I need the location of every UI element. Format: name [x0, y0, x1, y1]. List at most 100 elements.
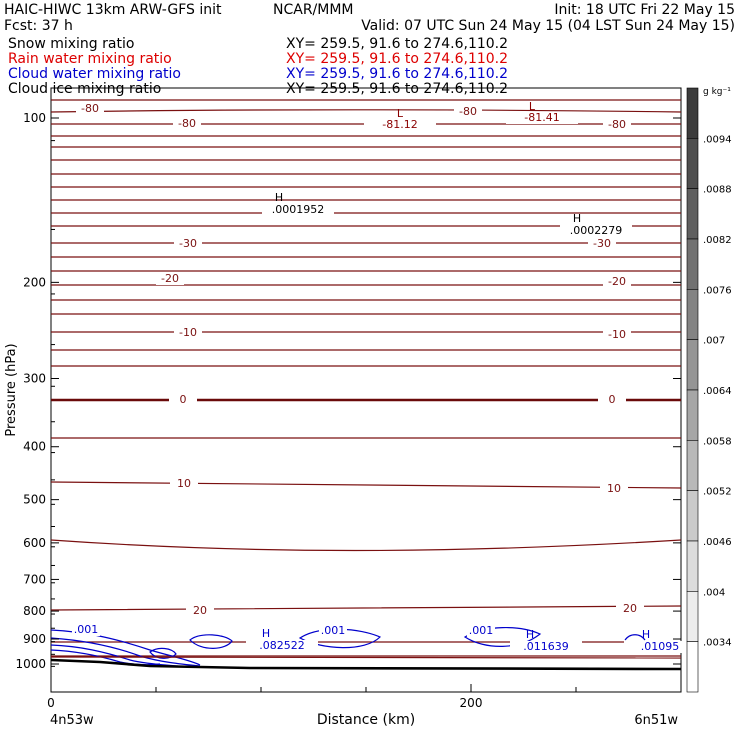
- extremum-value: .011639: [523, 640, 569, 653]
- isotherm-label-bg: [174, 327, 202, 339]
- isotherm-label: 0: [609, 393, 616, 406]
- isotherm-label: 10: [607, 482, 621, 495]
- colorbar-label: .0034: [703, 638, 732, 649]
- cloud-water-label: .001: [321, 624, 346, 637]
- isotherm-label-bg: [598, 394, 626, 406]
- colorbar-swatch: [686, 591, 699, 642]
- isotherm-label-bg: [454, 106, 482, 118]
- isotherm-label-bg: [588, 238, 616, 250]
- extremum-value: .082522: [259, 639, 305, 652]
- header-init: Init: 18 UTC Fri 22 May 15: [554, 2, 735, 18]
- colorbar-swatch: [686, 641, 699, 693]
- colorbar-label: .0082: [703, 235, 732, 246]
- cloud-water-label: .001: [74, 623, 99, 636]
- isotherm-label: -20: [608, 275, 626, 288]
- colorbar-swatch: [686, 188, 699, 240]
- extremum-bg: [246, 640, 318, 652]
- field-name-snow: Snow mixing ratio: [8, 36, 134, 52]
- isotherm-label-bg: [603, 119, 631, 131]
- colorbar-label: .0088: [703, 185, 732, 196]
- extremum-bg: [506, 112, 578, 124]
- colorbar-swatch: [686, 87, 699, 139]
- isotherm-label: 10: [177, 477, 191, 490]
- header-title: HAIC-HIWC 13km ARW-GFS init: [4, 2, 222, 18]
- isotherm-label: -10: [179, 326, 197, 339]
- header-fcst: Fcst: 37 h: [4, 18, 73, 34]
- isotherm-label: 0: [180, 393, 187, 406]
- terrain-line: [50, 656, 682, 671]
- terrain-surface-line: [50, 658, 682, 671]
- extremum-symbol: H: [573, 212, 581, 225]
- cloud-water-contour-2: [50, 644, 179, 667]
- isotherm-label: -10: [608, 328, 626, 341]
- extremum-value: -81.41: [524, 111, 559, 124]
- colorbar-label: .004: [703, 587, 725, 598]
- isotherm-label: -80: [459, 105, 477, 118]
- y-tick-label: 1000: [15, 657, 46, 671]
- y-tick-label: 100: [23, 111, 46, 125]
- field-xy-cloudice: XY= 259.5, 91.6 to 274.6,110.2: [286, 81, 508, 97]
- cloud-water-contour-4: [189, 634, 233, 649]
- extremum-value: .01095: [641, 640, 680, 653]
- isotherm-label-bg: [169, 394, 197, 406]
- y-tick-label: 200: [23, 275, 46, 289]
- isotherm-label-bg: [170, 478, 198, 490]
- colorbar-label: .0058: [703, 436, 732, 447]
- isotherm-label: -80: [178, 117, 196, 130]
- extremum-value: .0002279: [570, 224, 623, 237]
- field-xy-rain: XY= 259.5, 91.6 to 274.6,110.2: [286, 51, 508, 67]
- extremum-bg: [560, 225, 632, 237]
- extremum-bg: [624, 641, 696, 653]
- extremum-value: -81.12: [382, 118, 417, 131]
- y-tick-label: 500: [23, 493, 46, 507]
- cloud-water-contour-8: [624, 634, 646, 641]
- field-xy-cloudwater: XY= 259.5, 91.6 to 274.6,110.2: [286, 66, 508, 82]
- isotherm-label: -80: [608, 118, 626, 131]
- colorbar-swatch: [686, 389, 699, 441]
- colorbar-swatch: [686, 138, 699, 189]
- plot-frame: [50, 87, 682, 693]
- y-axis-label: Pressure (hPa): [4, 343, 19, 436]
- extremum-symbol: H: [526, 628, 534, 641]
- isotherm-line-23: [50, 539, 682, 552]
- isotherm-label: -30: [593, 237, 611, 250]
- isotherm-line-22: [50, 481, 682, 489]
- cloud-water-label: .001: [469, 624, 494, 637]
- y-tick-label: 300: [23, 372, 46, 386]
- x-endpoint-right: 6n51w: [634, 713, 678, 728]
- field-name-cloudwater: Cloud water mixing ratio: [8, 66, 181, 82]
- extremum-symbol: H: [642, 628, 650, 641]
- extremum-symbol: H: [262, 627, 270, 640]
- extremum-symbol: L: [397, 107, 404, 120]
- isotherm-label-bg: [616, 603, 644, 615]
- isotherm-label-bg: [600, 483, 628, 495]
- x-axis-label: Distance (km): [317, 712, 415, 728]
- isotherm-line-1: [50, 109, 682, 113]
- x-tick-label: 0: [47, 696, 55, 710]
- colorbar-label: .007: [703, 336, 725, 347]
- colorbar-swatch: [686, 238, 699, 290]
- extremum-bg: [262, 204, 334, 216]
- y-tick-label: 700: [23, 572, 46, 586]
- isotherm-label: -30: [179, 237, 197, 250]
- cloud-water-label-bg: [467, 625, 495, 637]
- colorbar-swatch: [686, 540, 699, 592]
- extremum-value: .0001952: [272, 203, 325, 216]
- header-agency: NCAR/MMM: [273, 2, 354, 18]
- field-name-rain: Rain water mixing ratio: [8, 51, 172, 67]
- isotherm-line-24: [50, 605, 682, 611]
- isotherm-label-bg: [603, 276, 631, 288]
- colorbar-label: .0094: [703, 134, 732, 145]
- colorbar-label: .0052: [703, 487, 732, 498]
- isotherm-label: -20: [161, 272, 179, 285]
- y-tick-label: 600: [23, 536, 46, 550]
- field-xy-snow: XY= 259.5, 91.6 to 274.6,110.2: [286, 36, 508, 52]
- x-tick-label: 200: [460, 696, 483, 710]
- colorbar: g kg⁻¹ .0094 .0088 .0082 .0076 .007 .0064 .0058…: [686, 87, 732, 693]
- extremum-bg: [364, 119, 436, 131]
- near-surface-isotherm: [50, 656, 682, 659]
- isotherm-label-bg: [174, 238, 202, 250]
- extremum-bg: [510, 641, 582, 653]
